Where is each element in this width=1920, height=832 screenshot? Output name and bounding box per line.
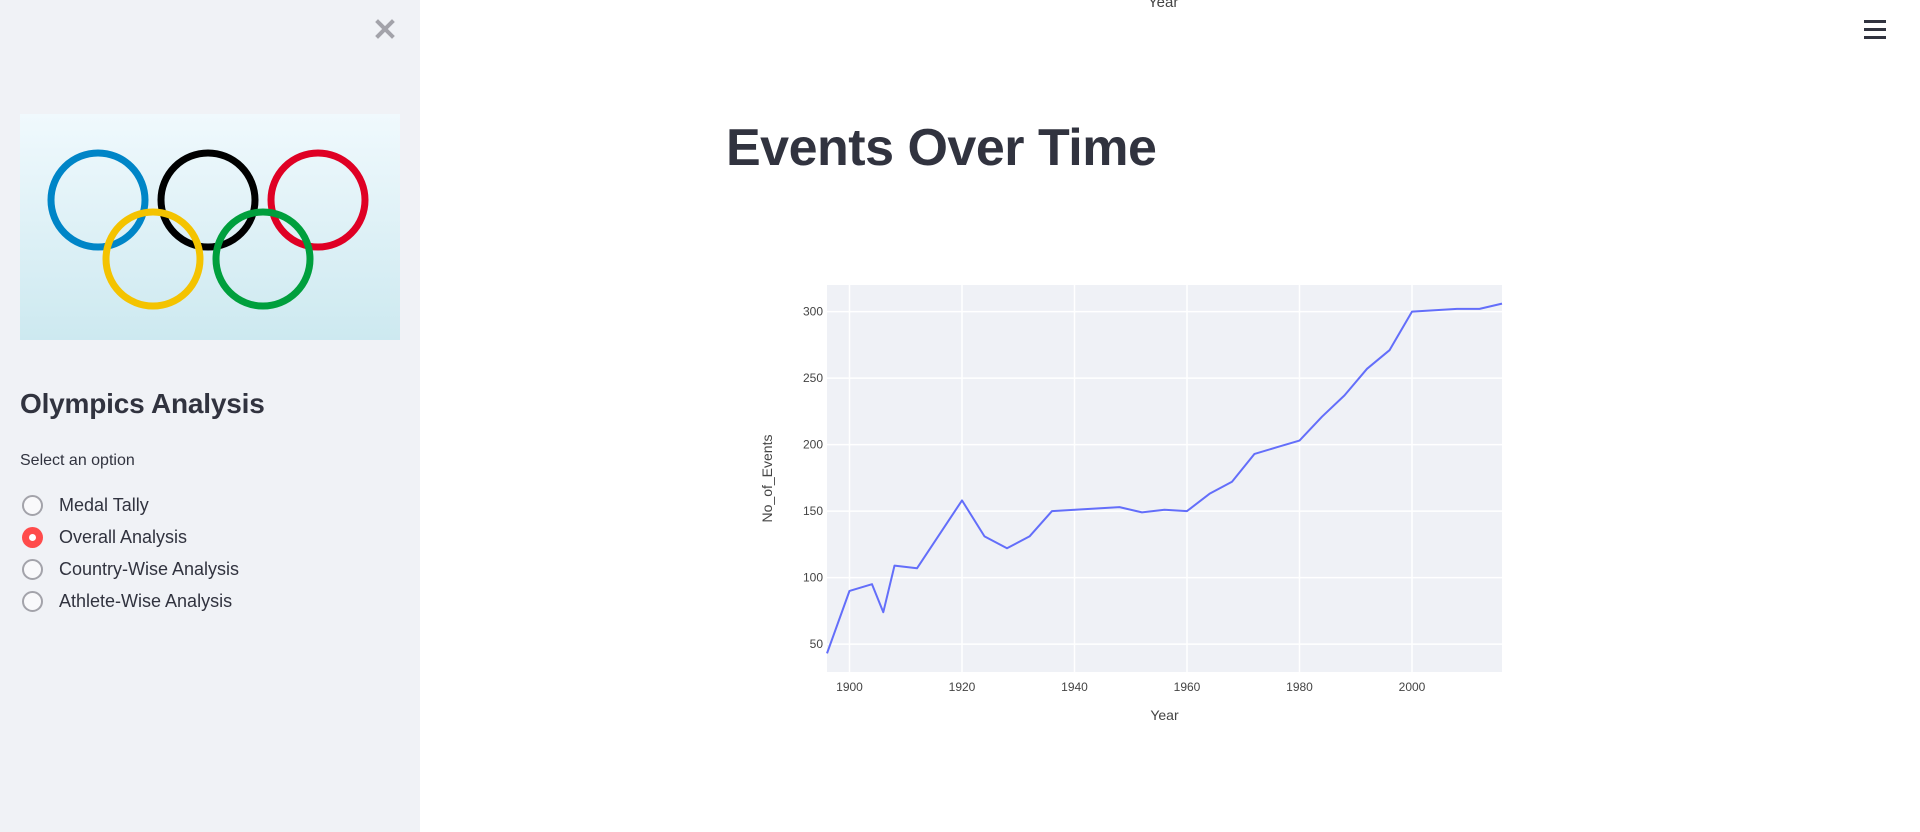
page-title: Events Over Time [726,119,1157,177]
radio-circle[interactable] [22,494,43,516]
radio-group-label: Select an option [20,452,135,469]
y-tick-label: 300 [803,305,823,319]
radio-medal-tally[interactable]: Medal Tally [22,489,239,521]
radio-circle[interactable] [22,558,43,580]
clipped-previous-chart-x-axis-label: Year [1148,0,1179,11]
x-tick-label: 1920 [949,680,976,694]
sidebar-title: Olympics Analysis [20,388,265,419]
events-over-time-chart[interactable]: 50 100 150 200 250 300 1900 1920 1940 1960 1980 200… [740,270,1520,745]
x-axis-title: Year [1150,707,1179,723]
y-tick-label: 50 [810,637,824,651]
y-tick-label: 100 [803,571,823,585]
olympic-rings-icon [47,149,369,310]
radio-label: Country-Wise Analysis [59,558,240,579]
radio-label: Overall Analysis [59,526,188,547]
radio-athlete-wise-analysis[interactable]: Athlete-Wise Analysis [22,585,239,617]
radio-circle[interactable] [22,590,43,612]
sidebar: Olympics Analysis Select an option Medal… [0,0,420,832]
analysis-option-radio-group: Medal Tally Overall Analysis Country-Wis… [22,489,239,617]
olympic-rings-logo [20,114,400,340]
close-icon [375,19,395,39]
y-tick-label: 200 [803,438,823,452]
radio-label: Medal Tally [59,494,149,515]
radio-label: Athlete-Wise Analysis [59,590,233,611]
series-line[interactable] [826,302,1503,654]
line-chart[interactable]: 50 100 150 200 250 300 1900 1920 1940 1960 1980 200… [740,270,1520,740]
y-tick-label: 250 [803,371,823,385]
x-tick-label: 1900 [836,680,863,694]
y-axis-title: No_of_Events [759,435,775,523]
hamburger-menu-icon [1864,20,1886,39]
y-tick-label: 150 [803,504,823,518]
x-tick-label: 1940 [1061,680,1088,694]
close-sidebar-button[interactable] [372,16,398,42]
x-tick-label: 2000 [1399,680,1426,694]
radio-circle[interactable] [22,526,43,548]
main-menu-button[interactable] [1864,20,1886,40]
radio-overall-analysis[interactable]: Overall Analysis [22,521,239,553]
radio-country-wise-analysis[interactable]: Country-Wise Analysis [22,553,239,585]
x-tick-label: 1980 [1286,680,1313,694]
x-tick-label: 1960 [1174,680,1201,694]
plot-area[interactable] [827,285,1502,672]
